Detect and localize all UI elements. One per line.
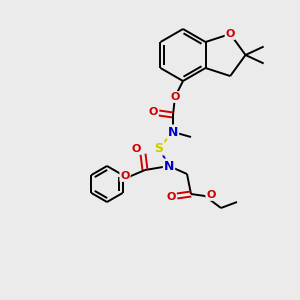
Text: N: N [164,160,174,172]
Text: S: S [154,142,164,154]
Text: O: O [206,190,216,200]
Text: O: O [170,92,180,102]
Text: O: O [148,107,158,117]
Text: N: N [168,125,178,139]
Text: O: O [166,192,176,202]
Text: O: O [131,144,141,154]
Text: O: O [120,171,130,181]
Text: O: O [226,29,235,39]
